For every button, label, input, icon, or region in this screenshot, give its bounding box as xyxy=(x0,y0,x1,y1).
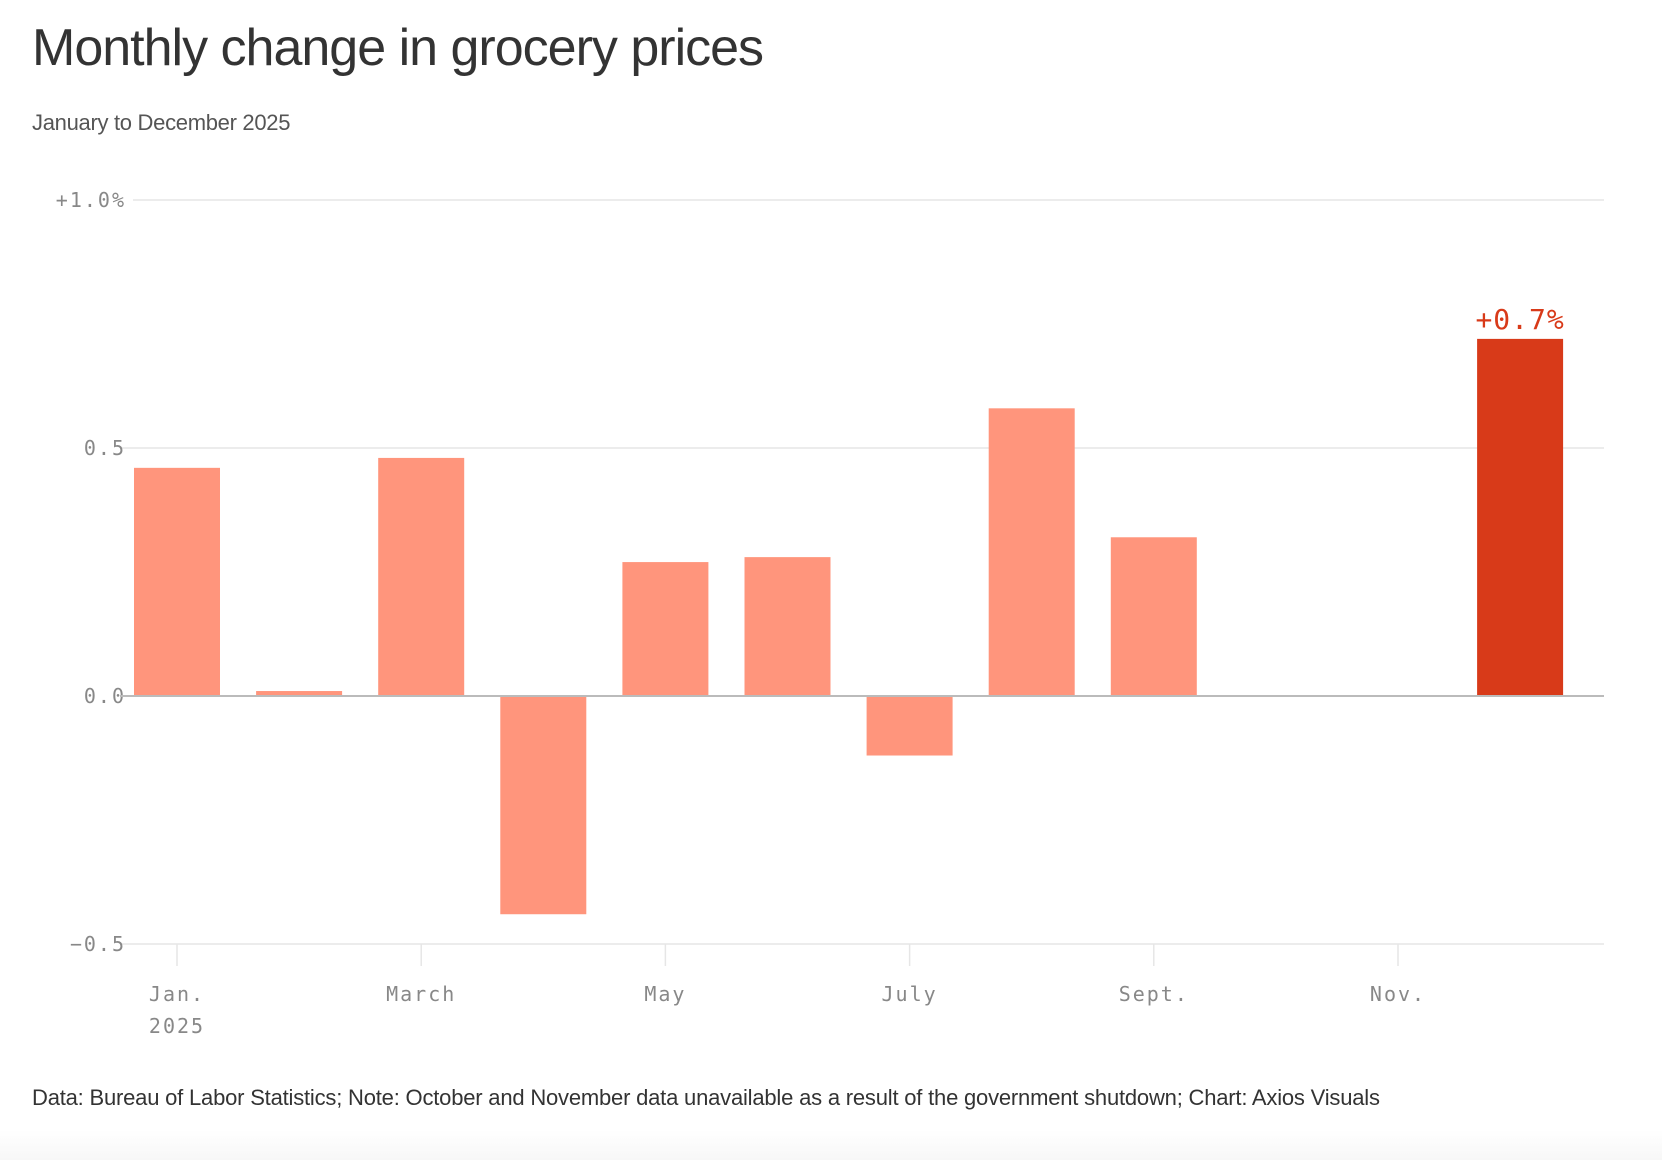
value-label: +0.7% xyxy=(1475,303,1564,336)
chart-title: Monthly change in grocery prices xyxy=(32,19,764,77)
x-tick-label: July xyxy=(882,982,938,1006)
bar-dec xyxy=(1477,338,1564,696)
annotations: +0.7% xyxy=(1475,303,1564,336)
bar-july xyxy=(866,696,953,756)
bar-jan xyxy=(134,467,220,696)
x-tick-label: March xyxy=(386,982,456,1006)
x-tick-label: May xyxy=(644,982,686,1006)
bars xyxy=(134,338,1564,915)
chart-subtitle: January to December 2025 xyxy=(32,110,291,135)
y-tick-label: 0.0 xyxy=(84,684,126,708)
bar-april xyxy=(500,696,587,915)
x-tick-label: Sept. xyxy=(1119,982,1189,1006)
source-note: Data: Bureau of Labor Statistics; Note: … xyxy=(32,1085,1380,1110)
x-tick-label: Jan. xyxy=(149,982,205,1006)
y-axis-labels: +1.0% 0.5 0.0 −0.5 xyxy=(56,188,126,956)
x-tick-label: Nov. xyxy=(1370,982,1426,1006)
x-tick-sublabel: 2025 xyxy=(149,1014,205,1038)
bar-sept xyxy=(1110,537,1197,696)
bar-march xyxy=(378,457,465,696)
x-axis: Jan. 2025 March May July Sept. Nov. xyxy=(149,944,1426,1038)
bar-may xyxy=(622,562,709,696)
y-tick-label: +1.0% xyxy=(56,188,126,212)
y-tick-label: −0.5 xyxy=(70,932,126,956)
bar-aug xyxy=(988,408,1075,696)
gridlines xyxy=(120,199,1604,945)
bar-feb xyxy=(256,691,343,696)
bottom-band xyxy=(0,1130,1662,1160)
bar-june xyxy=(744,557,831,696)
bar-chart: +1.0% 0.5 0.0 −0.5 Jan. 2025 March May July Sept… xyxy=(56,188,1604,1038)
y-tick-label: 0.5 xyxy=(84,436,126,460)
